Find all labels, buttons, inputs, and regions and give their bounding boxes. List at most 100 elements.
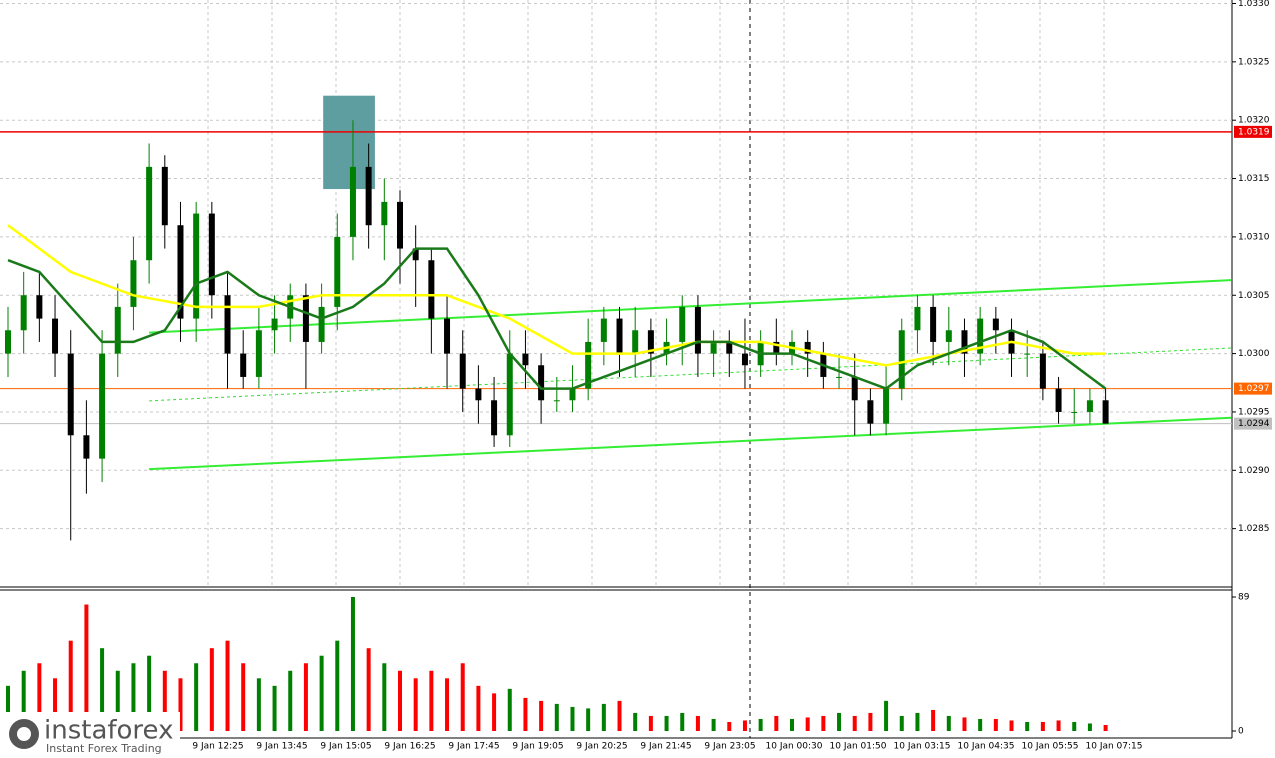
volume-bar: [6, 685, 10, 731]
candle-body: [726, 341, 733, 354]
volume-bar: [523, 697, 528, 731]
volume-bar: [993, 718, 998, 731]
x-tick-label: 10 Jan 03:15: [894, 742, 951, 752]
moving-average: [7, 247, 1107, 391]
volume-bar: [727, 721, 732, 731]
price-marker: [1234, 417, 1272, 430]
x-tick-label: 9 Jan 17:45: [448, 742, 499, 752]
volume-bar: [288, 670, 293, 731]
candle-body: [632, 330, 639, 354]
candle-body: [99, 353, 106, 459]
x-tick-label: 10 Jan 01:50: [830, 742, 887, 752]
volume-bar: [256, 678, 261, 731]
candle-body: [616, 318, 623, 354]
candle-body: [506, 353, 513, 436]
volume-bar: [805, 717, 810, 731]
volume-bar: [445, 678, 450, 731]
volume-bar: [37, 663, 42, 731]
volume-bar: [633, 712, 638, 731]
volume-bar: [178, 678, 183, 731]
brand: instaforex: [44, 716, 173, 746]
volume-bar: [68, 640, 73, 731]
volume-bar: [115, 670, 120, 731]
candle-body: [1086, 400, 1093, 412]
price-marker-label: 1.0294: [1238, 419, 1270, 429]
candle-body: [412, 248, 419, 261]
volume-bar: [1025, 721, 1030, 731]
volume-bar: [837, 712, 842, 731]
volume-bar: [21, 670, 26, 731]
volume-bar: [821, 715, 826, 731]
volume-bar: [303, 663, 308, 731]
volume-bar: [570, 706, 575, 731]
candle-body: [1055, 388, 1062, 412]
trend-line: [149, 279, 1232, 334]
candle-body: [867, 400, 874, 424]
volume-bar: [664, 715, 669, 731]
candle-body: [52, 318, 59, 354]
y-tick-label: 1.0305: [1238, 291, 1270, 301]
candle-body: [585, 341, 592, 389]
volume-bar: [1087, 723, 1092, 731]
volume-bar: [617, 700, 622, 731]
candle-body: [1039, 353, 1046, 389]
candle-body: [710, 341, 717, 354]
volume-bar: [915, 712, 920, 731]
volume-bar: [507, 688, 512, 731]
candle-body: [647, 330, 654, 354]
x-tick-label: 9 Jan 19:05: [512, 742, 563, 752]
volume-bar: [852, 715, 857, 731]
x-tick-label: 10 Jan 07:15: [1086, 742, 1143, 752]
volume-bar: [241, 663, 246, 731]
volume-bar: [162, 670, 167, 731]
volume-bar: [586, 708, 591, 731]
x-tick-label: 9 Jan 21:45: [640, 742, 691, 752]
volume-bar: [884, 700, 889, 731]
candle-body: [930, 306, 937, 342]
candle-body: [428, 260, 435, 319]
x-tick-label: 9 Jan 13:45: [256, 742, 307, 752]
candle-body: [475, 388, 482, 401]
volume-bar: [100, 648, 105, 731]
candle-body: [804, 341, 811, 354]
candle-body: [5, 330, 11, 354]
candle-body: [538, 365, 545, 401]
candle-body: [992, 318, 999, 331]
candle-body: [114, 306, 121, 354]
volume-bar: [1072, 721, 1077, 731]
volume-bar: [350, 597, 355, 731]
volume-bar: [946, 715, 951, 731]
price-marker: [1234, 382, 1272, 395]
candle-body: [961, 330, 968, 354]
volume-bar: [413, 678, 418, 731]
candle-body: [945, 330, 952, 342]
candle-body: [851, 376, 858, 401]
y-tick-label: 1.0315: [1238, 174, 1270, 184]
tagline: Instant Forex Trading: [46, 742, 162, 755]
volume-bar: [1040, 721, 1045, 731]
x-tick-label: 9 Jan 20:25: [576, 742, 627, 752]
candle-body: [208, 213, 215, 296]
candle-body: [600, 318, 607, 342]
y-tick-label: 1.0330: [1238, 0, 1270, 9]
candle-body: [898, 330, 905, 389]
volume-tick-label: 0: [1238, 727, 1244, 737]
candle-body: [224, 295, 231, 354]
volume-bar: [366, 648, 371, 731]
y-tick-label: 1.0295: [1238, 407, 1270, 417]
volume-bar: [398, 670, 402, 731]
volume-bar: [695, 715, 700, 731]
volume-bar: [429, 670, 434, 731]
volume-bar: [868, 712, 873, 731]
candle-body: [146, 166, 153, 261]
volume-bar: [554, 703, 559, 731]
volume-bar: [978, 718, 983, 731]
x-tick-label: 10 Jan 00:30: [766, 742, 823, 752]
candle-body: [193, 213, 200, 319]
candle-body: [569, 388, 576, 401]
volume-bar: [648, 715, 653, 731]
x-tick-label: 9 Jan 12:25: [192, 742, 243, 752]
candle-body: [397, 201, 403, 249]
volume-bar: [460, 663, 465, 731]
